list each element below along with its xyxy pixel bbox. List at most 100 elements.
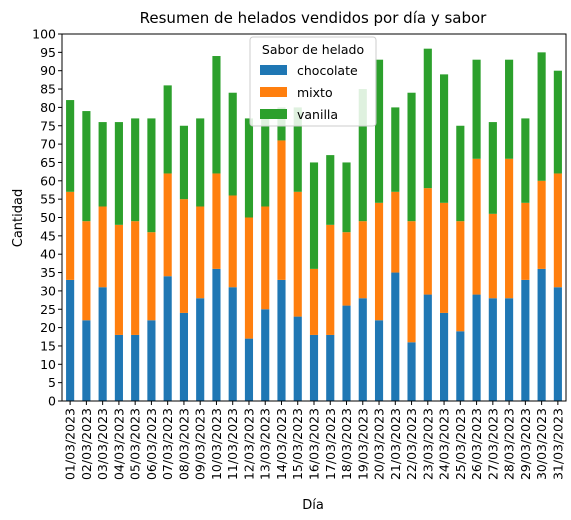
bar-mixto-28: [505, 158, 514, 299]
y-tick-label: 20: [40, 320, 56, 335]
bar-mixto-30: [537, 180, 546, 269]
bar-mixto-3: [98, 206, 107, 288]
bar-vanilla-19: [358, 89, 367, 222]
bar-vanilla-22: [407, 92, 416, 222]
y-tick-label: 70: [40, 137, 56, 152]
bar-mixto-20: [374, 202, 384, 321]
bar-vanilla-12: [244, 118, 254, 218]
x-tick-label: 17/03/2023: [323, 408, 338, 480]
bar-mixto-7: [163, 173, 172, 277]
bar-vanilla-10: [212, 56, 221, 174]
bar-vanilla-13: [261, 111, 270, 207]
legend-swatch-mixto: [260, 87, 287, 97]
x-tick-label: 22/03/2023: [404, 408, 419, 480]
bar-vanilla-24: [440, 74, 449, 203]
x-tick-label: 08/03/2023: [176, 408, 191, 480]
y-tick-label: 15: [40, 338, 56, 353]
bar-vanilla-31: [553, 70, 562, 174]
bar-vanilla-11: [228, 92, 237, 196]
bar-vanilla-29: [521, 118, 530, 203]
x-tick-label: 05/03/2023: [128, 408, 143, 480]
bar-vanilla-9: [196, 118, 205, 207]
bar-vanilla-7: [163, 85, 172, 174]
bar-vanilla-27: [488, 122, 497, 214]
bar-chocolate-18: [342, 305, 351, 401]
bar-chocolate-15: [293, 316, 302, 401]
x-tick-label: 30/03/2023: [534, 408, 549, 480]
legend-swatch-vanilla: [260, 109, 287, 119]
legend-swatch-chocolate: [260, 65, 287, 75]
bar-mixto-16: [309, 268, 319, 335]
bar-mixto-12: [244, 217, 254, 339]
legend-items: chocolate mixto vanilla: [260, 63, 358, 122]
bar-vanilla-17: [326, 155, 335, 225]
bar-chocolate-3: [98, 287, 107, 401]
bar-chocolate-6: [147, 320, 156, 401]
y-tick-label: 40: [40, 247, 56, 262]
bars-group: [66, 48, 562, 401]
x-tick-label: 18/03/2023: [339, 408, 354, 480]
x-tick-label: 21/03/2023: [388, 408, 403, 480]
bar-chocolate-7: [163, 276, 172, 401]
x-tick-label: 01/03/2023: [63, 408, 78, 480]
bar-chocolate-26: [472, 294, 481, 401]
bar-chocolate-29: [521, 279, 530, 401]
y-tick-label: 85: [40, 82, 56, 97]
x-axis: 01/03/2023 02/03/2023 03/03/2023 04/03/2023…: [63, 401, 565, 480]
x-tick-label: 20/03/2023: [372, 408, 387, 480]
bar-mixto-17: [326, 224, 335, 335]
bar-vanilla-21: [391, 107, 400, 192]
y-tick-label: 90: [40, 63, 56, 78]
bar-vanilla-26: [472, 59, 481, 159]
bar-mixto-18: [342, 232, 351, 306]
bar-chocolate-4: [114, 334, 123, 401]
bar-chocolate-30: [537, 268, 546, 401]
bar-mixto-13: [261, 206, 270, 310]
bar-mixto-14: [277, 140, 286, 280]
y-tick-label: 80: [40, 100, 56, 115]
bar-chocolate-17: [326, 334, 335, 401]
bar-vanilla-20: [374, 59, 384, 203]
bar-chocolate-8: [179, 312, 188, 401]
bar-mixto-5: [131, 221, 140, 335]
bar-mixto-21: [391, 191, 400, 273]
x-tick-label: 27/03/2023: [485, 408, 500, 480]
x-tick-label: 23/03/2023: [420, 408, 435, 480]
y-axis: 0 5 10 15 20 25 30 35 40 45 50 55 60 65 70 75 80 85 90 95 10…: [32, 27, 62, 409]
x-tick-label: 16/03/2023: [307, 408, 322, 480]
bar-mixto-8: [179, 199, 188, 313]
bar-chocolate-24: [440, 312, 449, 401]
bar-chocolate-20: [374, 320, 384, 401]
bar-chocolate-5: [131, 334, 140, 401]
bar-vanilla-18: [342, 162, 351, 233]
bar-chocolate-25: [456, 331, 465, 401]
bar-mixto-2: [82, 221, 91, 321]
bar-chocolate-19: [358, 298, 367, 401]
bar-vanilla-2: [82, 111, 91, 222]
bar-chocolate-14: [277, 279, 286, 401]
y-tick-label: 5: [48, 375, 56, 390]
legend-label-vanilla: vanilla: [297, 107, 338, 122]
legend-label-chocolate: chocolate: [297, 63, 358, 78]
bar-vanilla-1: [66, 100, 75, 192]
y-tick-label: 30: [40, 283, 56, 298]
bar-vanilla-6: [147, 118, 156, 233]
y-tick-label: 10: [40, 357, 56, 372]
bar-mixto-4: [114, 224, 123, 335]
x-tick-label: 25/03/2023: [453, 408, 468, 480]
bar-vanilla-8: [179, 125, 188, 200]
bar-mixto-25: [456, 221, 465, 332]
bar-chocolate-2: [82, 320, 91, 401]
x-tick-label: 15/03/2023: [290, 408, 305, 480]
y-tick-label: 25: [40, 302, 56, 317]
y-tick-label: 50: [40, 210, 56, 225]
x-tick-label: 14/03/2023: [274, 408, 289, 480]
y-tick-label: 55: [40, 192, 56, 207]
bar-chocolate-21: [391, 272, 400, 401]
chart-title: Resumen de helados vendidos por día y sa…: [140, 9, 488, 27]
legend-label-mixto: mixto: [297, 85, 333, 100]
plot-area: 0 5 10 15 20 25 30 35 40 45 50 55 60 65 70 75 80 85 90 95 10…: [32, 27, 567, 480]
x-tick-label: 03/03/2023: [95, 408, 110, 480]
bar-chocolate-23: [423, 294, 432, 401]
